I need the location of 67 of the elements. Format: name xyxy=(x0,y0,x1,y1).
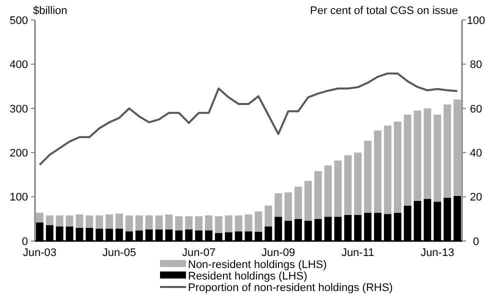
bar xyxy=(234,215,242,232)
bar xyxy=(135,215,143,230)
line-series xyxy=(38,72,458,166)
bar xyxy=(244,214,252,232)
bar xyxy=(205,215,212,230)
legend-label: Non-resident holdings (LHS) xyxy=(188,258,327,271)
y2-tick-label: 0 xyxy=(472,236,480,248)
bar xyxy=(344,155,352,215)
y2-tick-label: 80 xyxy=(470,59,482,72)
bar xyxy=(384,126,392,214)
bar xyxy=(106,214,114,229)
y-tick-label: 400 xyxy=(10,59,28,72)
bar xyxy=(264,206,272,226)
bar xyxy=(304,180,312,221)
y2-tick-label: 60 xyxy=(470,103,482,116)
y2-tick-label: 100 xyxy=(466,14,486,27)
bar xyxy=(314,171,322,219)
bar xyxy=(125,215,133,232)
y-axis-title: $billion xyxy=(33,5,68,17)
bar xyxy=(434,114,442,202)
y2-tick-label: 20 xyxy=(470,192,482,204)
y-tick-label: 100 xyxy=(10,192,28,204)
x-tick-label: Jun-03 xyxy=(22,247,57,259)
y-tick-label: 0 xyxy=(22,236,28,248)
bar xyxy=(165,214,173,230)
bar xyxy=(394,122,402,213)
bar xyxy=(175,216,183,230)
bar xyxy=(155,215,163,230)
bar xyxy=(145,215,153,230)
y-tick-label: 300 xyxy=(10,103,28,116)
bar xyxy=(56,215,64,226)
bar xyxy=(96,215,104,229)
bar xyxy=(86,215,94,228)
bar xyxy=(224,215,232,232)
bar xyxy=(214,216,222,234)
x-tick-label: Jun-05 xyxy=(102,247,136,259)
bar xyxy=(36,212,44,222)
bar xyxy=(66,215,74,226)
bar xyxy=(424,108,432,200)
bar xyxy=(374,130,382,213)
bar xyxy=(76,214,84,228)
x-tick-label: Jun-11 xyxy=(341,247,374,259)
bar xyxy=(414,110,422,201)
bar xyxy=(364,140,372,213)
bar xyxy=(354,152,362,215)
bar xyxy=(324,165,332,217)
x-tick-label: Jun-13 xyxy=(420,247,454,259)
bar xyxy=(116,214,123,229)
bar xyxy=(274,193,282,217)
bar xyxy=(294,186,302,219)
bar xyxy=(334,160,342,217)
y-tick-label: 500 xyxy=(10,14,28,27)
bar xyxy=(284,192,292,221)
bar xyxy=(185,216,193,230)
bar xyxy=(46,215,54,226)
x-tick-label: Jun-07 xyxy=(182,247,216,259)
y-tick-label: 200 xyxy=(10,147,28,160)
legend-label: Proportion of non-resident holdings (RHS) xyxy=(188,282,393,294)
x-tick-label: Jun-09 xyxy=(262,247,296,259)
bar xyxy=(454,100,462,196)
bar xyxy=(444,104,452,198)
y2-axis-title: Per cent of total CGS on issue xyxy=(310,5,458,17)
y2-tick-label: 40 xyxy=(470,147,482,160)
bar xyxy=(195,216,203,230)
legend-label: Resident holdings (LHS) xyxy=(188,270,308,282)
bar xyxy=(404,114,412,206)
bar xyxy=(254,211,262,232)
